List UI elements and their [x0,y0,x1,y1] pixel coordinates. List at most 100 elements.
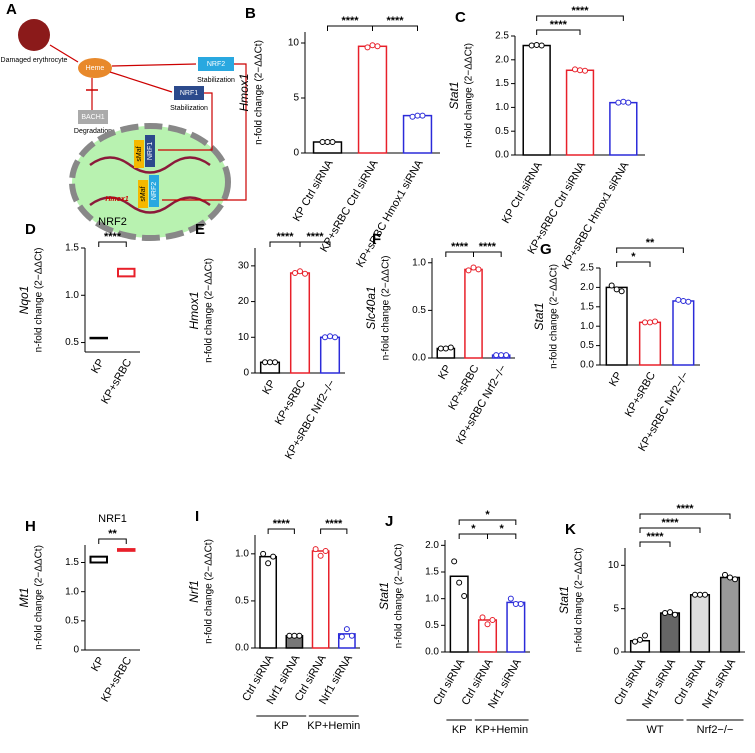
data-point [692,591,698,598]
significance-label: * [485,509,490,521]
data-point [447,344,454,351]
data-point [292,270,298,276]
panel-letter: B [245,5,256,22]
data-point [312,546,319,553]
y-tick-label: 1.0 [580,321,594,332]
data-point [265,560,272,567]
y-tick-label: 1.0 [65,290,79,301]
bar [402,114,433,154]
y-tick-label: 1.0 [65,586,79,597]
significance-label: **** [341,15,359,27]
significance-bracket [639,527,701,533]
y-axis-label: n-fold change (2−ΔΔCt) [394,544,405,649]
y-tick-label: 0.0 [580,360,594,371]
y-tick-label: 0.0 [412,353,426,364]
y-axis-label: n-fold change (2−ΔΔCt) [381,256,392,361]
bar [609,101,638,156]
y-axis-label: n-fold change (2−ΔΔCt) [254,40,265,145]
data-point [538,42,545,49]
data-point [533,42,540,49]
significance-label: **** [273,518,291,530]
significance-label: **** [104,231,122,243]
floating-bar [117,548,136,552]
y-tick-label: 1.5 [425,567,439,578]
significance-bracket [616,247,684,253]
y-tick-label: 0.0 [235,643,249,654]
data-point [732,576,738,583]
group-label: KP+Hemin [307,720,360,732]
data-point [672,611,678,618]
panel-letter: C [455,9,466,26]
bar [605,286,628,366]
data-point [512,601,519,607]
data-point [620,98,627,105]
label: NRF2 [151,182,158,200]
data-point [625,99,632,106]
bar [659,612,681,653]
panel-letter: H [25,518,36,535]
data-point [465,267,472,274]
significance-bracket [458,519,517,525]
y-tick-label: 0.5 [495,126,509,137]
y-tick-label: 0.5 [412,305,426,316]
bar [672,300,695,366]
data-point [414,112,421,119]
bar [719,576,741,653]
data-point [442,345,449,352]
y-tick-label: 10 [288,38,300,49]
significance-bracket [267,528,295,534]
significance-bracket [299,241,331,247]
significance-label: **** [306,231,324,243]
data-point [475,266,482,273]
label: NRF2 [207,61,225,68]
y-tick-label: 0.0 [495,150,509,161]
y-tick-label: 0.5 [65,615,79,626]
data-point [322,334,328,341]
significance-bracket [536,15,624,21]
label: sMaf [140,186,147,201]
significance-label: **** [276,231,294,243]
label: sMaf [136,146,143,161]
data-point [613,286,620,293]
label: NRF1 [180,90,198,97]
y-axis-label: n-fold change (2−ΔΔCt) [574,548,585,653]
nrf1-box [145,135,155,167]
significance-bracket [536,29,581,35]
y-tick-label: 30 [238,260,250,271]
label: Stabilization [170,105,208,112]
y-axis-label: n-fold change (2−ΔΔCt) [204,258,215,363]
data-point [322,548,329,555]
panel-letter: G [540,241,552,258]
label: Stabilization [197,77,235,84]
gene-label: Stat1 [377,582,391,610]
data-point [272,359,278,366]
data-point [348,632,355,639]
significance-label: **** [479,241,497,253]
data-point [637,636,643,643]
y-tick-label: 0 [613,647,619,658]
gene-label: Nqo1 [17,286,31,315]
significance-label: **** [571,5,589,17]
y-axis-label: n-fold change (2−ΔΔCt) [34,248,45,353]
diagram: A Damaged erythrocyte Heme NRF2 Stabiliz… [1,1,247,241]
y-tick-label: 5 [293,93,299,104]
group-label: WT [646,724,663,736]
data-point [528,42,535,49]
significance-label: * [471,523,476,535]
data-point [498,352,505,359]
data-point [456,579,463,586]
y-axis-label: n-fold change (2−ΔΔCt) [34,545,45,650]
erythrocyte-icon [18,19,50,51]
y-tick-label: 1.0 [425,593,439,604]
bar [689,594,711,653]
significance-bracket [372,25,418,31]
significance-label: **** [325,518,343,530]
bar [259,555,278,649]
group-label: KP [452,724,467,736]
data-point [343,626,350,633]
data-point [517,601,524,607]
data-point [667,609,673,616]
data-point [618,288,625,295]
gene-label: Mt1 [17,587,31,607]
arrow [158,92,213,151]
